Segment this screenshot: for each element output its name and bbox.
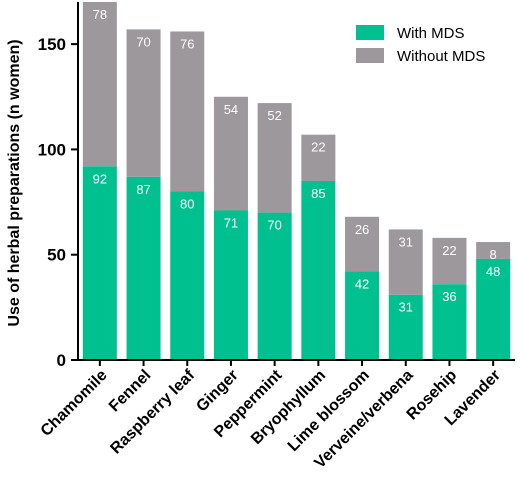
data-label: 22: [442, 243, 456, 258]
plot-area: 92 78 87 70 80 76 71 54 70 52 85 22 42 26 31 31 36 22 48 8: [82, 2, 511, 360]
y-tick-label: 150: [38, 35, 66, 54]
bar-without-mds: [213, 96, 248, 211]
bar-without-mds: [432, 237, 467, 285]
bar-with-mds: [82, 166, 117, 360]
bar-with-mds: [432, 284, 467, 360]
data-label: 8: [490, 247, 497, 262]
bar-without-mds: [476, 242, 511, 259]
bar-with-mds: [388, 294, 423, 360]
data-label: 42: [355, 277, 369, 292]
bar-with-mds: [213, 210, 248, 360]
bar-without-mds: [170, 31, 205, 192]
data-label: 31: [399, 234, 413, 249]
data-label: 78: [93, 7, 107, 22]
bar-with-mds: [476, 258, 511, 360]
data-label: 70: [267, 218, 281, 233]
bar-with-mds: [126, 176, 161, 360]
data-label: 22: [311, 140, 325, 155]
data-label: 26: [355, 222, 369, 237]
bar-without-mds: [301, 134, 336, 181]
y-tick-label: 50: [47, 246, 66, 265]
y-tick-label: 100: [38, 140, 66, 159]
bar-with-mds: [257, 212, 292, 360]
data-label: 36: [442, 289, 456, 304]
bar-without-mds: [388, 229, 423, 295]
data-label: 80: [180, 197, 194, 212]
y-tick-label: 0: [57, 351, 66, 370]
data-label: 54: [224, 102, 238, 117]
y-axis-title: Use of herbal preparations (n women): [6, 39, 23, 326]
bar-with-mds: [301, 181, 336, 360]
legend-label: Without MDS: [397, 48, 485, 65]
legend-swatch: [356, 25, 384, 40]
data-label: 85: [311, 186, 325, 201]
data-label: 48: [486, 264, 500, 279]
data-label: 31: [399, 300, 413, 315]
bar-without-mds: [126, 29, 161, 177]
data-label: 71: [224, 215, 238, 230]
legend: With MDS Without MDS: [356, 25, 485, 65]
data-label: 92: [93, 171, 107, 186]
x-tick-label: Chamomile: [38, 367, 111, 440]
legend-swatch: [356, 48, 384, 63]
bar-without-mds: [345, 216, 380, 272]
bar-with-mds: [170, 191, 205, 360]
data-label: 87: [136, 182, 150, 197]
data-label: 52: [267, 108, 281, 123]
data-label: 70: [136, 34, 150, 49]
bar-with-mds: [345, 271, 380, 360]
legend-label: With MDS: [397, 25, 465, 42]
bar-without-mds: [82, 2, 117, 167]
bar-without-mds: [257, 103, 292, 213]
data-label: 76: [180, 36, 194, 51]
